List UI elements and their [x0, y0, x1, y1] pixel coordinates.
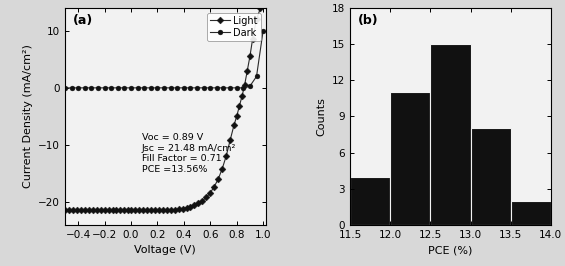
- Dark: [101, 86, 108, 89]
- Line: Dark: Dark: [63, 28, 266, 90]
- Dark: [207, 86, 214, 89]
- Light: [219, 167, 225, 171]
- Dark: [167, 86, 174, 89]
- Light: [238, 95, 245, 98]
- X-axis label: PCE (%): PCE (%): [428, 245, 473, 255]
- Dark: [81, 86, 88, 89]
- Light: [62, 209, 68, 212]
- Dark: [200, 86, 207, 89]
- Dark: [121, 86, 128, 89]
- Legend: Light, Dark: Light, Dark: [207, 13, 261, 41]
- Dark: [187, 86, 194, 89]
- Dark: [141, 86, 147, 89]
- Dark: [160, 86, 167, 89]
- Y-axis label: Counts: Counts: [316, 97, 327, 136]
- Dark: [128, 86, 134, 89]
- Dark: [147, 86, 154, 89]
- Dark: [260, 29, 267, 32]
- Text: (a): (a): [73, 14, 93, 27]
- Bar: [350, 177, 390, 225]
- Bar: [471, 128, 511, 225]
- Dark: [88, 86, 95, 89]
- Dark: [174, 86, 181, 89]
- Dark: [214, 86, 220, 89]
- Dark: [227, 86, 233, 89]
- Bar: [511, 201, 551, 225]
- Dark: [180, 86, 187, 89]
- Line: Light: Light: [63, 6, 263, 213]
- Text: (b): (b): [358, 14, 379, 27]
- Dark: [75, 86, 81, 89]
- Y-axis label: Current Density (mA/cm²): Current Density (mA/cm²): [23, 44, 33, 188]
- Dark: [94, 86, 101, 89]
- Dark: [194, 86, 201, 89]
- Dark: [115, 86, 121, 89]
- Dark: [154, 86, 161, 89]
- Dark: [62, 86, 68, 89]
- Light: [117, 209, 124, 212]
- Dark: [233, 86, 240, 89]
- Light: [179, 207, 186, 210]
- Light: [191, 203, 198, 206]
- Dark: [240, 86, 247, 89]
- Light: [183, 206, 190, 209]
- Light: [257, 6, 264, 10]
- Dark: [108, 86, 115, 89]
- Dark: [246, 85, 253, 88]
- Dark: [220, 86, 227, 89]
- Dark: [253, 75, 260, 78]
- Text: Voc = 0.89 V
Jsc = 21.48 mA/cm²
Fill Factor = 0.71
PCE =13.56%: Voc = 0.89 V Jsc = 21.48 mA/cm² Fill Fac…: [142, 134, 236, 174]
- Dark: [68, 86, 75, 89]
- Bar: [431, 44, 471, 225]
- X-axis label: Voltage (V): Voltage (V): [134, 245, 196, 255]
- Dark: [134, 86, 141, 89]
- Bar: [390, 92, 431, 225]
